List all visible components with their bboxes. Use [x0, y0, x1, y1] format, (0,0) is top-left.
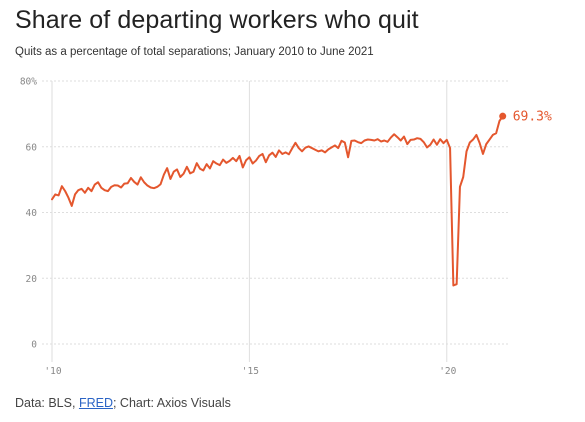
y-tick-label: 0: [31, 340, 37, 351]
y-tick-label: 80%: [20, 77, 37, 88]
series-line-quits-share: [51, 115, 504, 287]
y-tick-label: 40: [26, 208, 38, 219]
end-point-marker: [499, 112, 507, 120]
x-tick-label: '20: [439, 366, 456, 377]
line-chart: '10 '15 '20 0 20 40 60 80% 69.3%: [20, 77, 552, 378]
chart-title: Share of departing workers who quit: [15, 6, 419, 34]
x-tick-label: '10: [44, 366, 61, 377]
x-tick-label: '15: [242, 366, 259, 377]
y-tick-label: 20: [26, 274, 38, 285]
fred-link[interactable]: FRED: [78, 396, 113, 410]
end-value-label: 69.3%: [513, 110, 552, 125]
source-suffix: ; Chart: Axios Visuals: [112, 396, 231, 410]
chart-subtitle: Quits as a percentage of total separatio…: [15, 46, 374, 58]
y-tick-label: 60: [26, 142, 38, 153]
source-note: Data: BLS, FRED; Chart: Axios Visuals: [15, 396, 231, 410]
source-prefix: Data: BLS,: [15, 396, 79, 410]
